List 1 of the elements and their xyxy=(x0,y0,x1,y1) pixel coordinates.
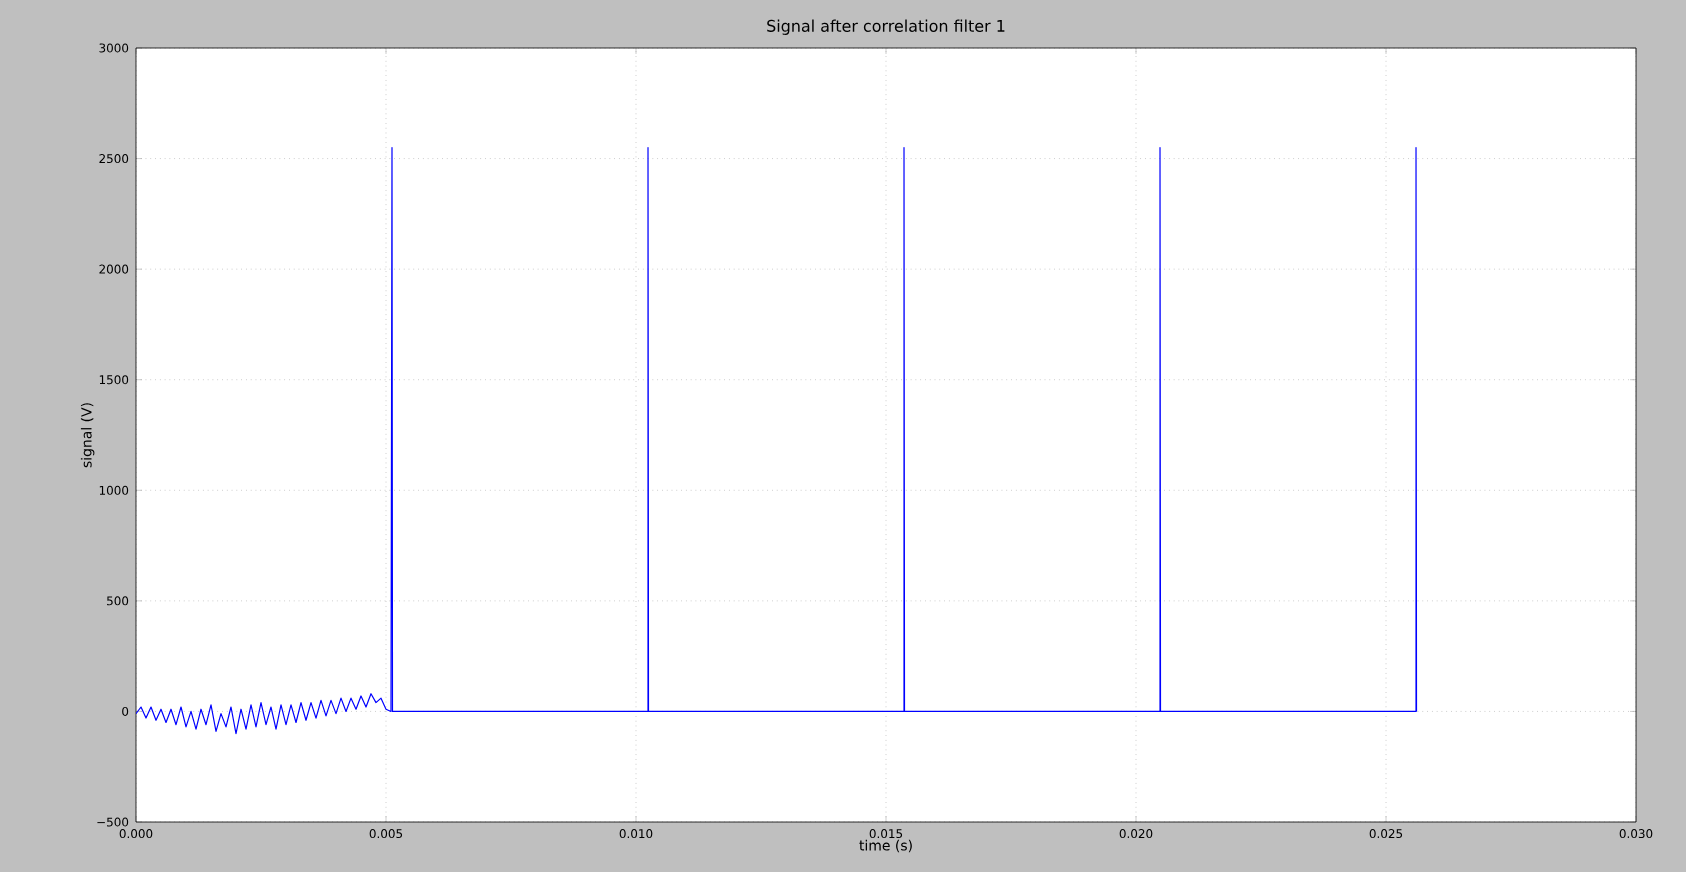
line-series xyxy=(136,146,1418,735)
